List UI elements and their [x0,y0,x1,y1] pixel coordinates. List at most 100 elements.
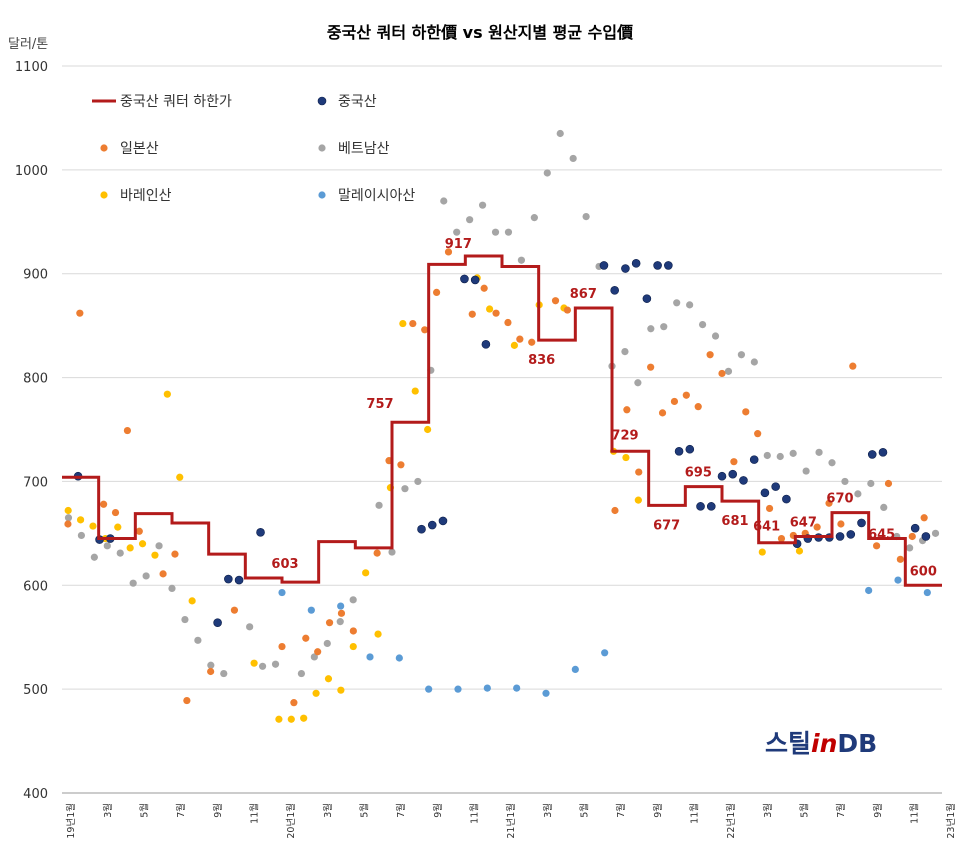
x-tick-label: 7월 [395,803,407,818]
marker-중국산 [438,516,448,526]
marker-베트남산 [802,467,810,475]
x-tick-label: 9월 [872,803,884,818]
marker-말레이시아산 [366,653,374,661]
marker-일본산 [670,397,679,406]
marker-일본산 [694,403,702,411]
marker-중국산 [213,618,222,627]
marker-베트남산 [776,452,784,461]
marker-일본산 [528,338,536,346]
annotation-label: 757 [366,397,393,412]
marker-베트남산 [841,477,849,486]
marker-바레인산 [151,551,159,559]
marker-말레이시아산 [425,685,433,693]
marker-일본산 [123,426,132,435]
marker-중국산 [674,447,684,456]
marker-바레인산 [300,714,308,722]
marker-일본산 [159,570,167,578]
marker-말레이시아산 [894,576,902,584]
annotation-label: 836 [528,353,555,368]
marker-바레인산 [795,547,804,555]
marker-바레인산 [163,390,171,398]
marker-중국산 [224,574,233,584]
marker-중국산 [760,488,770,498]
marker-일본산 [849,362,857,370]
marker-바레인산 [424,425,432,434]
marker-중국산 [728,469,738,479]
marker-베트남산 [724,367,733,375]
marker-일본산 [397,461,405,469]
marker-베트남산 [647,325,655,333]
marker-말레이시아산 [923,588,931,597]
marker-베트남산 [931,529,940,537]
marker-일본산 [290,699,298,707]
marker-베트남산 [440,197,448,205]
marker-베트남산 [673,299,681,307]
marker-베트남산 [388,548,396,556]
marker-일본산 [718,369,726,378]
x-tick-label: 11월 [909,803,921,824]
x-tick-label: 5월 [799,803,811,818]
marker-베트남산 [142,572,150,580]
marker-베트남산 [90,553,98,561]
marker-베트남산 [103,542,111,550]
marker-일본산 [813,523,821,531]
marker-일본산 [884,479,893,488]
annotation-label: 695 [685,466,712,481]
x-tick-label: 3월 [762,803,774,818]
marker-베트남산 [634,379,642,387]
marker-베트남산 [258,662,267,670]
marker-바레인산 [138,540,147,548]
marker-말레이시아산 [571,665,579,674]
marker-중국산 [696,502,705,511]
marker-일본산 [658,409,667,417]
svg-text:스틸inDB: 스틸inDB [765,729,877,758]
y-tick-label: 700 [23,475,48,490]
legend-marker-swatch [317,96,327,106]
y-tick-label: 900 [23,268,48,283]
marker-바레인산 [324,675,333,683]
marker-베트남산 [466,216,474,224]
marker-중국산 [867,450,877,459]
marker-말레이시아산 [483,684,491,692]
legend-item: 중국산 쿼터 하한가 [92,94,232,110]
marker-바레인산 [76,516,85,524]
marker-일본산 [551,297,560,305]
marker-중국산 [846,530,856,539]
marker-바레인산 [349,642,357,651]
legend-marker-swatch [318,144,326,152]
marker-중국산 [771,482,780,491]
marker-일본산 [230,606,239,614]
marker-베트남산 [750,358,758,366]
marker-일본산 [100,500,108,508]
marker-베트남산 [401,485,409,493]
markers-layer [64,129,940,723]
marker-바레인산 [634,496,642,504]
marker-중국산 [910,523,920,533]
marker-바레인산 [126,544,134,552]
marker-바레인산 [510,341,518,349]
marker-바레인산 [64,506,72,515]
x-tick-label: 11월 [469,803,481,824]
marker-베트남산 [181,615,189,624]
marker-베트남산 [543,169,551,177]
marker-베트남산 [828,459,836,467]
annotation-label: 729 [611,428,638,443]
x-tick-label: 9월 [432,803,444,818]
marker-중국산 [653,261,662,270]
marker-베트남산 [556,129,564,138]
marker-일본산 [682,391,690,399]
marker-일본산 [635,468,643,476]
x-tick-label: 7월 [175,803,187,818]
marker-베트남산 [155,542,163,550]
marker-중국산 [599,261,609,270]
annotation-label: 867 [570,287,597,302]
marker-일본산 [468,310,476,318]
marker-중국산 [717,471,727,481]
marker-일본산 [872,542,881,550]
logo-db-text: DB [837,729,877,758]
marker-말레이시아산 [278,588,286,597]
marker-베트남산 [815,448,823,456]
x-tick-label: 5월 [359,803,371,818]
marker-일본산 [432,288,441,297]
